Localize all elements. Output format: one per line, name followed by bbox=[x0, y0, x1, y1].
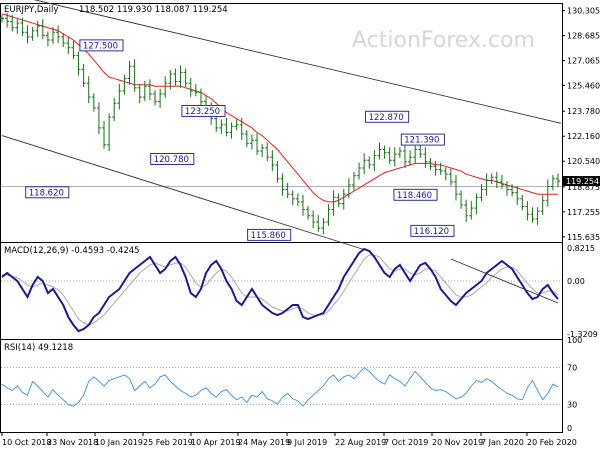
price-callout-box bbox=[79, 39, 124, 52]
rsi-tick-label: 100 bbox=[567, 336, 582, 345]
price-callout-box bbox=[247, 228, 292, 241]
price-callout-box bbox=[365, 110, 410, 123]
channel-lower-line bbox=[1, 135, 370, 252]
price-callout: 127.500 bbox=[83, 41, 118, 51]
price-callout-box bbox=[25, 186, 70, 199]
price-tick-label: 128.685 bbox=[567, 32, 600, 41]
price-tick-label: 130.305 bbox=[567, 7, 600, 16]
price-tick-label: 125.460 bbox=[567, 81, 600, 90]
price-callout-box bbox=[393, 188, 438, 201]
price-callout-box bbox=[181, 104, 226, 117]
price-callout: 116.120 bbox=[414, 227, 449, 237]
x-tick-label: 7 Oct 2019 bbox=[384, 438, 428, 447]
price-panel: 127.500 118.620 123.250 120.780 115.860 122.8… bbox=[0, 0, 562, 252]
rsi-title: RSI(14) 49.1218 bbox=[4, 343, 73, 353]
macd-panel bbox=[1, 247, 559, 333]
panel-frames bbox=[0, 3, 563, 433]
x-tick-label: 25 Feb 2019 bbox=[143, 438, 193, 447]
price-title: EURJPY,Daily bbox=[4, 5, 58, 15]
watermark: ActionForex.com bbox=[352, 28, 535, 53]
price-callout: 121.390 bbox=[404, 136, 439, 146]
x-tick-label: 20 Nov 2019 bbox=[432, 438, 483, 447]
price-ohlc: 118.502 119.930 118.087 119.254 bbox=[79, 5, 228, 15]
price-callout: 120.780 bbox=[154, 155, 189, 165]
macd-title: MACD(12,26,9) -0.4593 -0.4245 bbox=[4, 246, 140, 256]
moving-average-line bbox=[1, 13, 558, 203]
gridlines bbox=[1, 186, 562, 405]
price-tick-label: 115.635 bbox=[567, 233, 600, 242]
x-tick-label: 10 Apr 2019 bbox=[191, 438, 240, 447]
x-tick-label: 7 Jan 2020 bbox=[481, 438, 524, 447]
price-tick-label: 123.780 bbox=[567, 107, 600, 116]
last-price-label: 119.254 bbox=[566, 177, 599, 186]
macd-tick-label: 0.8215 bbox=[567, 244, 595, 253]
macd-signal-line bbox=[2, 254, 559, 326]
price-callout-box bbox=[400, 133, 445, 146]
price-tick-label: 122.160 bbox=[567, 132, 600, 141]
macd-tick-label: -1.3209 bbox=[567, 330, 598, 339]
macd-tick-label: 0.00 bbox=[567, 277, 585, 286]
price-tick-label: 127.065 bbox=[567, 57, 600, 66]
x-tick-label: 10 Jan 2019 bbox=[95, 438, 143, 447]
macd-trendline bbox=[450, 258, 559, 304]
channel-upper-line bbox=[33, 0, 562, 124]
rsi-line bbox=[1, 367, 559, 407]
price-callout: 118.620 bbox=[29, 188, 64, 198]
macd-line bbox=[1, 247, 559, 333]
price-callout-box bbox=[150, 153, 195, 165]
rsi-tick-label: 0 bbox=[567, 424, 572, 433]
price-callout-box bbox=[410, 224, 455, 237]
x-tick-label: 10 Oct 2018 bbox=[2, 438, 51, 447]
axes: 130.305 128.685 127.065 125.460 123.780 122.1… bbox=[1, 7, 600, 447]
rsi-panel bbox=[1, 367, 559, 407]
price-callout: 122.870 bbox=[369, 113, 404, 123]
rsi-tick-label: 70 bbox=[567, 364, 577, 373]
price-tick-label: 117.255 bbox=[567, 208, 600, 217]
rsi-tick-label: 30 bbox=[567, 400, 577, 409]
price-callout: 118.460 bbox=[397, 191, 432, 201]
x-tick-label: 22 Aug 2019 bbox=[335, 438, 386, 447]
x-tick-label: 24 May 2019 bbox=[238, 438, 290, 447]
x-tick-label: 9 Jul 2019 bbox=[287, 438, 327, 447]
price-tick-label: 118.875 bbox=[567, 183, 600, 192]
price-callout: 115.860 bbox=[251, 231, 286, 241]
outer-frame bbox=[0, 3, 563, 433]
x-tick-label: 20 Feb 2020 bbox=[527, 438, 577, 447]
price-callout: 123.250 bbox=[185, 107, 220, 117]
x-tick-label: 23 Nov 2018 bbox=[47, 438, 98, 447]
price-tick-label: 120.540 bbox=[567, 157, 600, 166]
last-price-tag bbox=[563, 176, 600, 187]
